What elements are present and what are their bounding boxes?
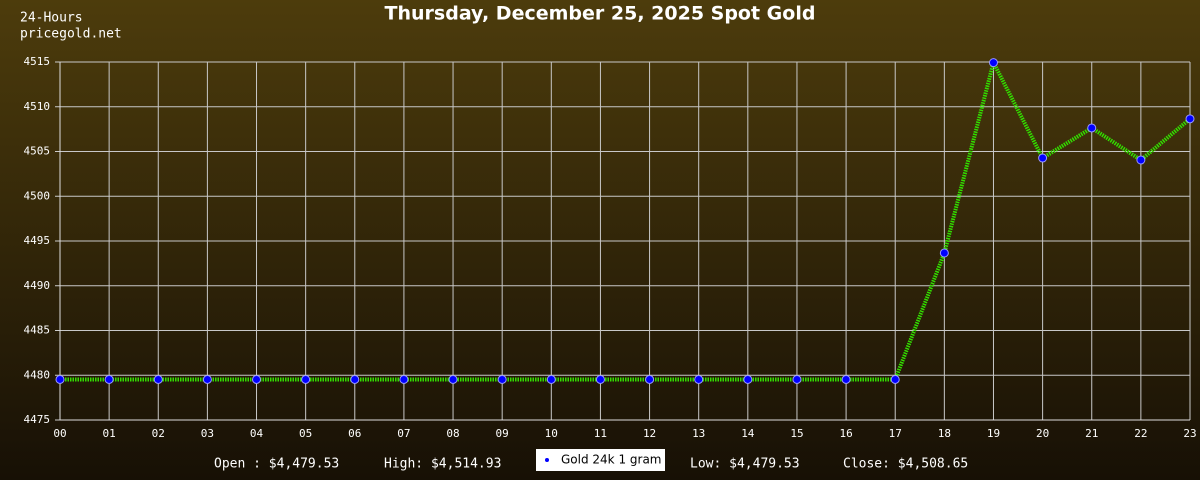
data-point xyxy=(743,374,753,384)
x-tick-label: 08 xyxy=(446,427,459,440)
x-tick-label: 10 xyxy=(545,427,558,440)
data-point xyxy=(546,374,556,384)
y-tick-label: 4480 xyxy=(24,368,51,381)
x-tick-label: 15 xyxy=(790,427,803,440)
data-point xyxy=(841,374,851,384)
y-tick-label: 4485 xyxy=(24,324,51,337)
x-tick-label: 03 xyxy=(201,427,214,440)
data-point xyxy=(104,374,114,384)
y-tick-label: 4515 xyxy=(24,55,51,68)
legend: Gold 24k 1 gram xyxy=(545,453,661,467)
y-tick-label: 4500 xyxy=(24,189,51,202)
legend-box xyxy=(536,449,665,471)
x-tick-label: 07 xyxy=(397,427,410,440)
data-point xyxy=(55,374,65,384)
data-point xyxy=(399,374,409,384)
x-tick-label: 14 xyxy=(741,427,755,440)
x-tick-label: 05 xyxy=(299,427,312,440)
x-tick-label: 23 xyxy=(1183,427,1196,440)
data-point xyxy=(939,248,949,258)
x-tick-label: 04 xyxy=(250,427,264,440)
data-point xyxy=(497,374,507,384)
data-point xyxy=(1038,153,1048,163)
x-tick-label: 19 xyxy=(987,427,1000,440)
data-point xyxy=(988,58,998,68)
x-tick-label: 20 xyxy=(1036,427,1049,440)
x-tick-label: 21 xyxy=(1085,427,1098,440)
y-tick-label: 4505 xyxy=(24,145,51,158)
x-tick-label: 22 xyxy=(1134,427,1147,440)
chart-title: Thursday, December 25, 2025 Spot Gold xyxy=(385,3,816,25)
summary-low: Low: $4,479.53 xyxy=(690,457,800,472)
data-point xyxy=(645,374,655,384)
y-tick-label: 4490 xyxy=(24,279,51,292)
y-tick-label: 4510 xyxy=(24,100,51,113)
data-point xyxy=(694,374,704,384)
data-point xyxy=(792,374,802,384)
source-label: pricegold.net xyxy=(20,27,122,42)
x-tick-label: 02 xyxy=(152,427,165,440)
series-line xyxy=(60,57,1192,382)
summary-high: High: $4,514.93 xyxy=(384,457,501,472)
period-label: 24-Hours xyxy=(20,11,83,26)
x-tick-label: 06 xyxy=(348,427,361,440)
data-point xyxy=(153,374,163,384)
x-tick-label: 01 xyxy=(103,427,116,440)
y-tick-label: 4495 xyxy=(24,234,51,247)
data-point xyxy=(301,374,311,384)
x-tick-label: 00 xyxy=(53,427,66,440)
x-tick-label: 09 xyxy=(496,427,509,440)
y-tick-label: 4475 xyxy=(24,413,51,426)
x-tick-label: 17 xyxy=(889,427,902,440)
summary-close: Close: $4,508.65 xyxy=(843,457,968,472)
data-point xyxy=(448,374,458,384)
legend-marker xyxy=(545,458,549,462)
data-point xyxy=(350,374,360,384)
legend-label: Gold 24k 1 gram xyxy=(561,453,661,467)
plot-area: 4475 4480 4485 4490 4495 4500 4505 4510 4515 00 01… xyxy=(24,55,1197,440)
summary-open: Open : $4,479.53 xyxy=(214,457,339,472)
x-tick-label: 16 xyxy=(839,427,852,440)
data-point xyxy=(252,374,262,384)
x-tick-label: 12 xyxy=(643,427,656,440)
x-tick-label: 13 xyxy=(692,427,705,440)
x-tick-label: 11 xyxy=(594,427,607,440)
data-point xyxy=(890,374,900,384)
x-tick-label: 18 xyxy=(938,427,951,440)
data-point xyxy=(1087,123,1097,133)
data-point xyxy=(595,374,605,384)
data-point xyxy=(1185,114,1195,124)
data-point xyxy=(1136,155,1146,165)
data-point xyxy=(202,374,212,384)
